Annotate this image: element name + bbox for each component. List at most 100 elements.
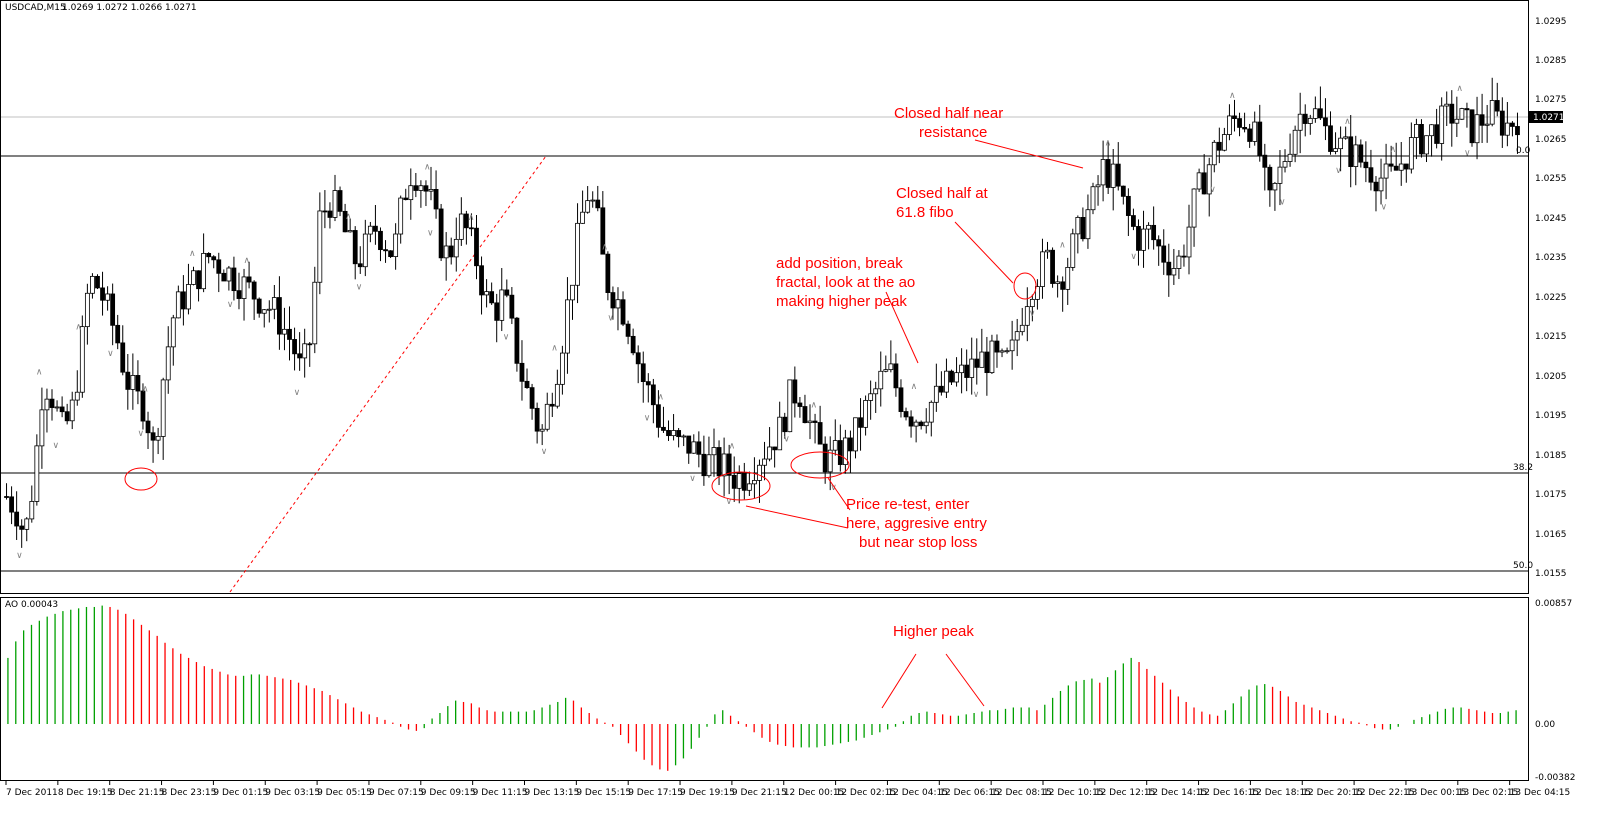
candle-body — [241, 276, 247, 299]
candle-body — [383, 249, 388, 252]
candle-body — [1267, 166, 1273, 191]
candle-body — [848, 437, 853, 452]
candle-body — [640, 363, 646, 382]
candle-body — [1186, 226, 1192, 258]
candle-body — [428, 189, 434, 192]
candle-body — [105, 293, 110, 301]
arrow-fibo — [954, 221, 1014, 284]
candle-body — [559, 352, 565, 385]
candle-body — [873, 388, 879, 395]
price-tick: 1.0155 — [1535, 569, 1567, 579]
fractal-down-icon: ∨ — [53, 441, 60, 451]
candle-body — [1166, 261, 1172, 276]
time-label: 9 Dec 09:15 — [421, 788, 476, 798]
fractal-up-icon: ∧ — [729, 442, 736, 452]
fibo-label-0: 0.0 — [1516, 146, 1531, 156]
fractal-down-icon: ∨ — [227, 300, 234, 310]
candle-body — [469, 227, 474, 230]
candle-body — [1227, 115, 1232, 135]
candle-body — [711, 447, 717, 456]
candle-body — [373, 225, 378, 232]
candle-body — [1136, 226, 1141, 251]
price-tick: 1.0245 — [1535, 214, 1567, 224]
candle-body — [1105, 159, 1111, 188]
price-tick: 1.0225 — [1535, 293, 1567, 303]
annotation-marks — [124, 139, 1084, 709]
price-tick: 1.0285 — [1535, 56, 1567, 66]
time-label: 12 Dec 04:15 — [887, 788, 948, 798]
candle-body — [883, 369, 889, 372]
candle-body — [312, 281, 318, 345]
candle-body — [686, 435, 692, 454]
candle-body — [898, 387, 904, 412]
candle-body — [327, 210, 333, 218]
candle-body — [964, 364, 970, 378]
candle-body — [954, 372, 959, 383]
circle-fibo — [1013, 272, 1037, 300]
candle-body — [944, 370, 949, 393]
candle-body — [504, 289, 510, 296]
candle-body — [731, 474, 737, 489]
candle-body — [1494, 100, 1500, 112]
candle-body — [1484, 123, 1490, 126]
candle-body — [1439, 105, 1445, 144]
candle-body — [256, 298, 262, 314]
candle-body — [853, 417, 858, 452]
candle-body — [656, 404, 661, 428]
candle-body — [1434, 124, 1440, 144]
candle-body — [590, 199, 596, 202]
candle-body — [1393, 165, 1399, 171]
candle-body — [19, 525, 25, 530]
candle-body — [1019, 324, 1025, 333]
candle-body — [595, 199, 601, 209]
candle-body — [110, 293, 116, 326]
candle-body — [433, 189, 439, 210]
candle-body — [1090, 186, 1096, 211]
price-tick: 1.0255 — [1535, 174, 1567, 184]
fractal-down-icon: ∨ — [427, 229, 434, 239]
fractal-down-icon: ∨ — [726, 497, 733, 507]
candle-body — [282, 328, 287, 335]
candle-body — [216, 259, 222, 274]
candle-body — [362, 233, 368, 268]
candle-body — [69, 399, 75, 422]
candle-body — [155, 436, 161, 441]
price-axis: 1.0295 1.0285 1.0275 1.0265 1.0255 1.024… — [1529, 17, 1567, 579]
time-label: 12 Dec 14:15 — [1147, 788, 1208, 798]
candle-body — [489, 291, 495, 304]
time-label: 8 Dec 21:15 — [110, 788, 165, 798]
time-label: 12 Dec 06:15 — [939, 788, 1000, 798]
candle-body — [226, 267, 232, 282]
trend-line[interactable] — [229, 155, 547, 593]
candle-body — [100, 287, 105, 301]
candle-body — [878, 370, 884, 390]
arrow-resistance — [974, 139, 1084, 169]
candle-body — [575, 222, 580, 286]
candle-body — [1479, 114, 1485, 126]
time-label: 12 Dec 22:15 — [1354, 788, 1415, 798]
candle-body — [140, 390, 146, 422]
price-tick: 1.0205 — [1535, 372, 1567, 382]
candle-body — [1141, 228, 1146, 251]
candle-body — [479, 265, 484, 296]
candle-body — [49, 398, 55, 408]
candle-body — [529, 387, 535, 409]
candle-body — [549, 403, 555, 407]
candle-body — [1287, 153, 1293, 162]
ann-add-2: fractal, look at the ao — [776, 274, 915, 291]
ann-resistance-1: Closed half near — [894, 105, 1003, 122]
candle-body — [1080, 217, 1086, 240]
candle-body — [1424, 135, 1429, 155]
candle-body — [1454, 118, 1460, 124]
ao-label: AO 0.00043 — [5, 600, 58, 610]
candle-body — [1075, 217, 1081, 235]
candle-body — [1292, 129, 1298, 155]
fractal-down-icon: ∨ — [1029, 309, 1036, 319]
candle-body — [90, 275, 95, 294]
candle-body — [1403, 163, 1409, 170]
candle-body — [650, 384, 656, 406]
candle-body — [1444, 103, 1450, 107]
current-price-box — [1529, 111, 1563, 123]
candle-body — [1414, 124, 1419, 138]
candle-body — [1343, 136, 1349, 139]
